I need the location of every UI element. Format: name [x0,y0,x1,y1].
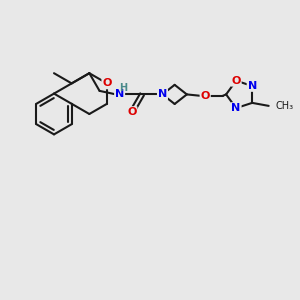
Text: N: N [158,89,167,99]
Text: O: O [102,78,112,88]
Text: O: O [231,76,241,86]
Text: CH₃: CH₃ [275,101,293,111]
Text: O: O [200,91,210,101]
Text: H: H [119,83,128,93]
Text: N: N [231,103,241,113]
Text: O: O [127,107,136,117]
Text: N: N [248,81,257,91]
Text: N: N [115,89,124,99]
